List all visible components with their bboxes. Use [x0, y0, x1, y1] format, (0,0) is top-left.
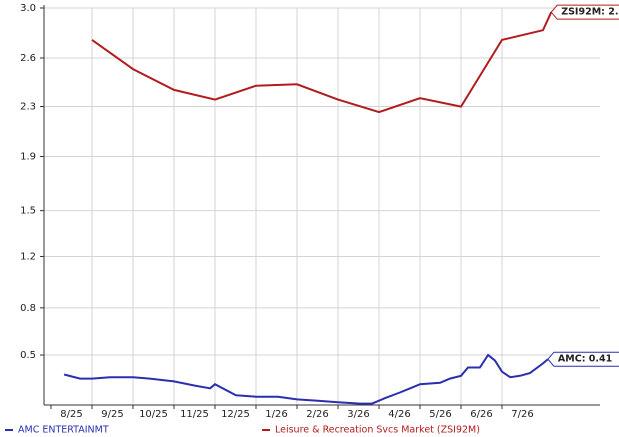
- end-label: ZSI92M: 2.97: [550, 4, 619, 20]
- x-tick-label: 3/26: [347, 409, 369, 420]
- y-tick-label: 2.3: [20, 102, 36, 113]
- legend-label: Leisure & Recreation Svcs Market (ZSI92M…: [275, 425, 480, 436]
- x-tick-label: 11/25: [180, 409, 209, 420]
- x-tick-label: 2/26: [306, 409, 328, 420]
- x-tick-label: 10/25: [139, 409, 168, 420]
- y-tick-label: 0.5: [20, 350, 36, 361]
- end-label-box: [550, 4, 619, 20]
- y-tick-label: 3.0: [20, 3, 36, 14]
- end-label-box: [547, 351, 619, 367]
- x-tick-label: 6/26: [470, 409, 492, 420]
- x-tick-label: 8/25: [60, 409, 82, 420]
- x-tick-label: 7/26: [511, 409, 533, 420]
- end-label-text: ZSI92M: 2.97: [561, 7, 619, 18]
- x-tick-label: 12/25: [221, 409, 250, 420]
- y-tick-label: 1.2: [20, 251, 36, 262]
- x-tick-label: 1/26: [265, 409, 287, 420]
- y-tick-label: 1.5: [20, 206, 36, 217]
- x-tick-label: 5/26: [429, 409, 451, 420]
- series-line: [91, 11, 553, 114]
- y-tick-label: 2.6: [20, 53, 36, 64]
- series-line: [63, 353, 549, 405]
- y-tick-label: 1.9: [20, 152, 36, 163]
- y-tick-label: 0.8: [20, 303, 36, 314]
- end-label-text: AMC: 0.41: [558, 354, 612, 365]
- legend-label: AMC ENTERTAINMT: [18, 425, 109, 436]
- x-tick-label: 9/25: [101, 409, 123, 420]
- end-label: AMC: 0.41: [547, 351, 619, 367]
- x-tick-label: 4/26: [388, 409, 410, 420]
